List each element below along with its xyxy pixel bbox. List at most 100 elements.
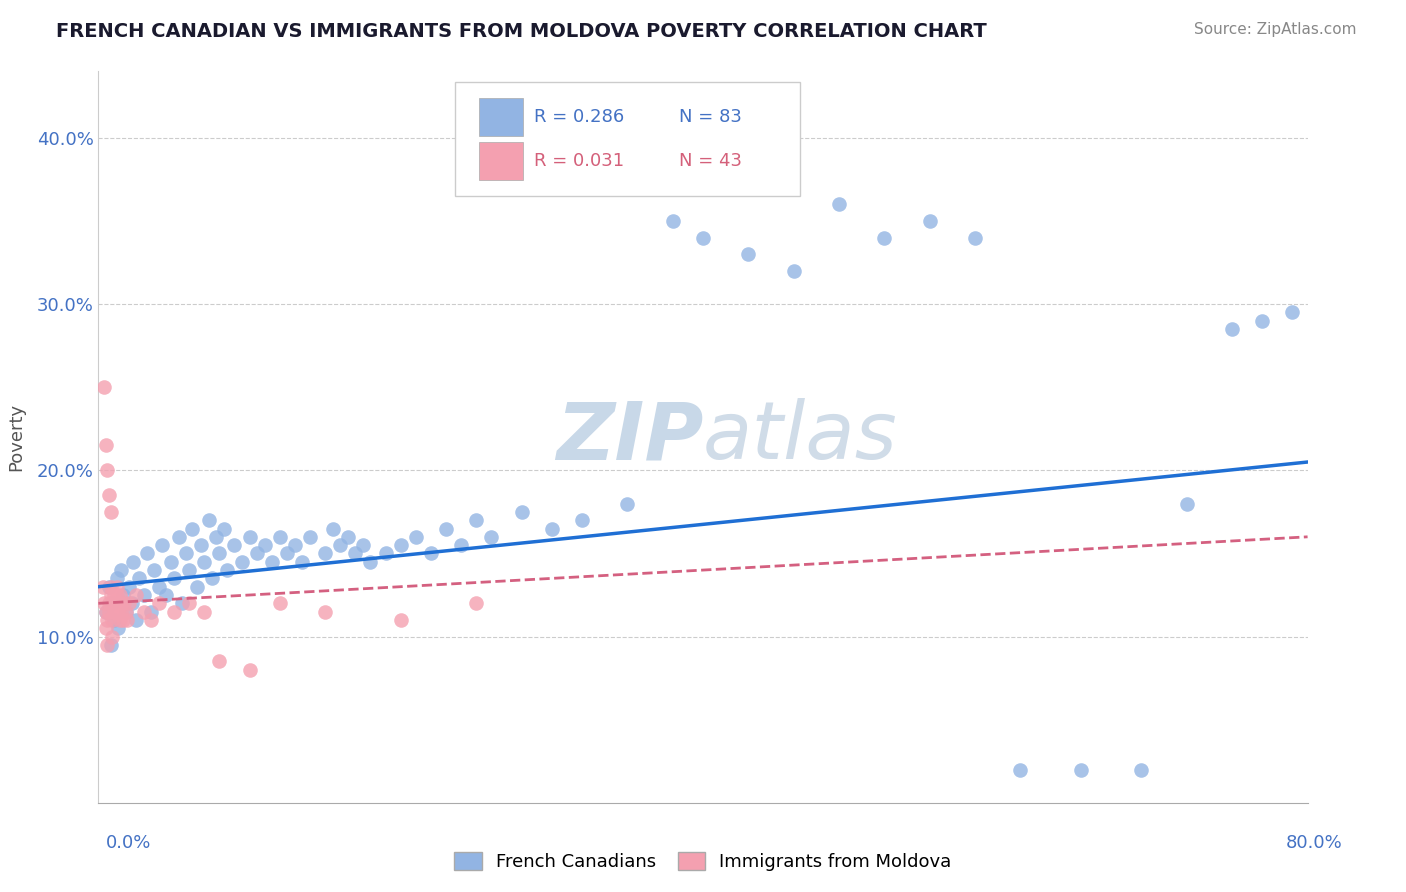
Point bbox=[276, 546, 298, 560]
Point bbox=[93, 596, 115, 610]
Point bbox=[104, 596, 127, 610]
Point bbox=[405, 530, 427, 544]
Point bbox=[374, 546, 396, 560]
Point bbox=[167, 530, 190, 544]
Point bbox=[100, 580, 122, 594]
Point bbox=[314, 605, 336, 619]
Point bbox=[262, 555, 284, 569]
Point bbox=[224, 538, 246, 552]
Text: 80.0%: 80.0% bbox=[1286, 834, 1343, 852]
Text: N = 43: N = 43 bbox=[679, 153, 742, 170]
Text: R = 0.031: R = 0.031 bbox=[534, 153, 624, 170]
Point bbox=[918, 214, 941, 228]
Point bbox=[155, 588, 177, 602]
Point bbox=[160, 555, 183, 569]
Point bbox=[179, 596, 201, 610]
Point bbox=[239, 663, 262, 677]
Point bbox=[1130, 763, 1153, 777]
Point bbox=[94, 605, 117, 619]
Point bbox=[96, 463, 118, 477]
Point bbox=[103, 596, 125, 610]
Point bbox=[96, 613, 118, 627]
Point bbox=[121, 596, 143, 610]
Point bbox=[208, 655, 231, 669]
Point bbox=[100, 638, 122, 652]
Point bbox=[284, 538, 307, 552]
FancyBboxPatch shape bbox=[456, 82, 800, 195]
Point bbox=[110, 563, 132, 577]
Point bbox=[94, 621, 117, 635]
Legend: French Canadians, Immigrants from Moldova: French Canadians, Immigrants from Moldov… bbox=[447, 845, 959, 879]
Point bbox=[118, 596, 141, 610]
Point bbox=[110, 605, 132, 619]
Point bbox=[314, 546, 336, 560]
Point bbox=[125, 613, 148, 627]
Point bbox=[208, 546, 231, 560]
Point bbox=[291, 555, 314, 569]
Point bbox=[141, 613, 163, 627]
Point bbox=[101, 596, 124, 610]
Point bbox=[965, 230, 987, 244]
Point bbox=[94, 605, 117, 619]
Point bbox=[246, 546, 269, 560]
Point bbox=[344, 546, 367, 560]
Point bbox=[197, 513, 219, 527]
Point bbox=[91, 580, 114, 594]
Point bbox=[100, 505, 122, 519]
Point bbox=[143, 563, 166, 577]
Point bbox=[269, 596, 291, 610]
Point bbox=[1010, 763, 1032, 777]
Point bbox=[103, 588, 125, 602]
Point bbox=[616, 497, 638, 511]
Point bbox=[205, 530, 228, 544]
Point bbox=[111, 588, 134, 602]
Point bbox=[352, 538, 374, 552]
Point bbox=[174, 546, 197, 560]
Point bbox=[148, 596, 170, 610]
Point bbox=[163, 571, 186, 585]
Point bbox=[148, 580, 170, 594]
Point bbox=[420, 546, 443, 560]
Point bbox=[101, 613, 124, 627]
Point bbox=[170, 596, 193, 610]
Point bbox=[104, 605, 127, 619]
Point bbox=[179, 563, 201, 577]
Point bbox=[389, 538, 412, 552]
Point bbox=[94, 438, 117, 452]
Point bbox=[190, 538, 212, 552]
Point bbox=[692, 230, 714, 244]
Point bbox=[336, 530, 359, 544]
Point bbox=[193, 555, 215, 569]
Point bbox=[103, 613, 125, 627]
Point bbox=[96, 638, 118, 652]
Point bbox=[299, 530, 322, 544]
Point bbox=[450, 538, 472, 552]
Point bbox=[540, 521, 562, 535]
Point bbox=[1220, 322, 1243, 336]
FancyBboxPatch shape bbox=[479, 143, 523, 180]
Point bbox=[661, 214, 683, 228]
Point bbox=[322, 521, 344, 535]
Point bbox=[212, 521, 235, 535]
Point bbox=[101, 630, 124, 644]
Point bbox=[98, 488, 121, 502]
Point bbox=[132, 605, 155, 619]
Point bbox=[105, 588, 128, 602]
Point bbox=[828, 197, 851, 211]
Point bbox=[132, 588, 155, 602]
Point bbox=[107, 596, 129, 610]
Point bbox=[186, 580, 208, 594]
Point bbox=[1281, 305, 1303, 319]
Point bbox=[253, 538, 276, 552]
Point bbox=[783, 264, 806, 278]
Point bbox=[389, 613, 412, 627]
Point bbox=[163, 605, 186, 619]
Point bbox=[150, 538, 173, 552]
Point bbox=[98, 605, 121, 619]
Point bbox=[181, 521, 204, 535]
Point bbox=[239, 530, 262, 544]
Y-axis label: Poverty: Poverty bbox=[7, 403, 25, 471]
Point bbox=[465, 513, 488, 527]
Point bbox=[329, 538, 352, 552]
Point bbox=[108, 588, 131, 602]
